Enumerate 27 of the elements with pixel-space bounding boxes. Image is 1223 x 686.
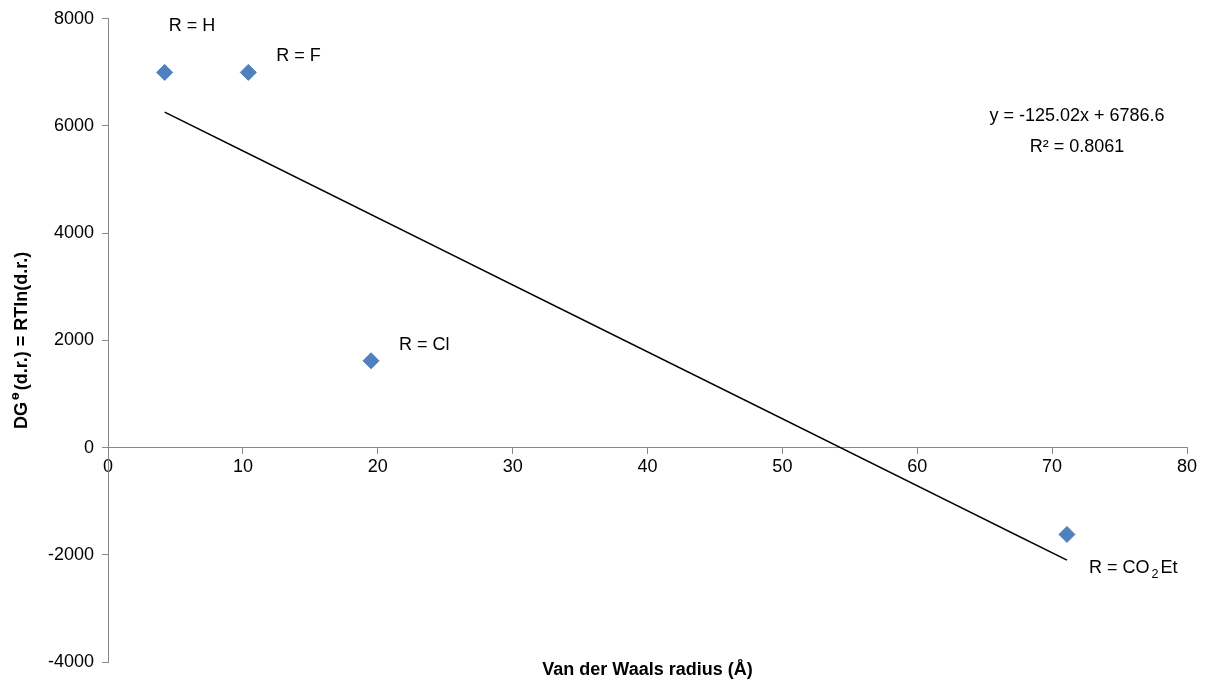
y-tick-label: 6000 bbox=[53, 114, 95, 135]
x-tick-label: 30 bbox=[502, 456, 523, 477]
annotation: R = Cl bbox=[399, 333, 450, 354]
x-tick-label: 0 bbox=[103, 456, 114, 477]
point bbox=[239, 63, 257, 81]
y-tick-label: -2000 bbox=[47, 543, 95, 564]
x-tick-label: 70 bbox=[1042, 456, 1063, 477]
annotation: R² = 0.8061 bbox=[1029, 135, 1125, 156]
point bbox=[362, 352, 380, 370]
x-tick-label: 40 bbox=[637, 456, 658, 477]
annotation: R = F bbox=[276, 45, 321, 66]
x-tick-label: 80 bbox=[1176, 456, 1198, 477]
y-axis-title: DGө(d.r.) = RTln(d.r.) bbox=[8, 251, 31, 429]
annotation: R = H bbox=[168, 15, 216, 36]
x-tick-label: 20 bbox=[367, 456, 388, 477]
annotation: y = -125.02x + 6786.6 bbox=[989, 104, 1165, 125]
x-tick-label: 50 bbox=[772, 456, 793, 477]
point bbox=[1058, 525, 1076, 543]
x-tick-label: 10 bbox=[232, 456, 253, 477]
x-axis-title: Van der Waals radius (Å) bbox=[542, 658, 753, 679]
x-tick-label: 60 bbox=[907, 456, 928, 477]
y-tick-label: -4000 bbox=[47, 650, 95, 671]
y-tick-label: 8000 bbox=[53, 7, 95, 28]
y-tick-label: 4000 bbox=[53, 222, 95, 243]
point bbox=[156, 63, 174, 81]
y-tick-label: 2000 bbox=[53, 329, 95, 350]
y-tick-label: 0 bbox=[84, 436, 95, 457]
